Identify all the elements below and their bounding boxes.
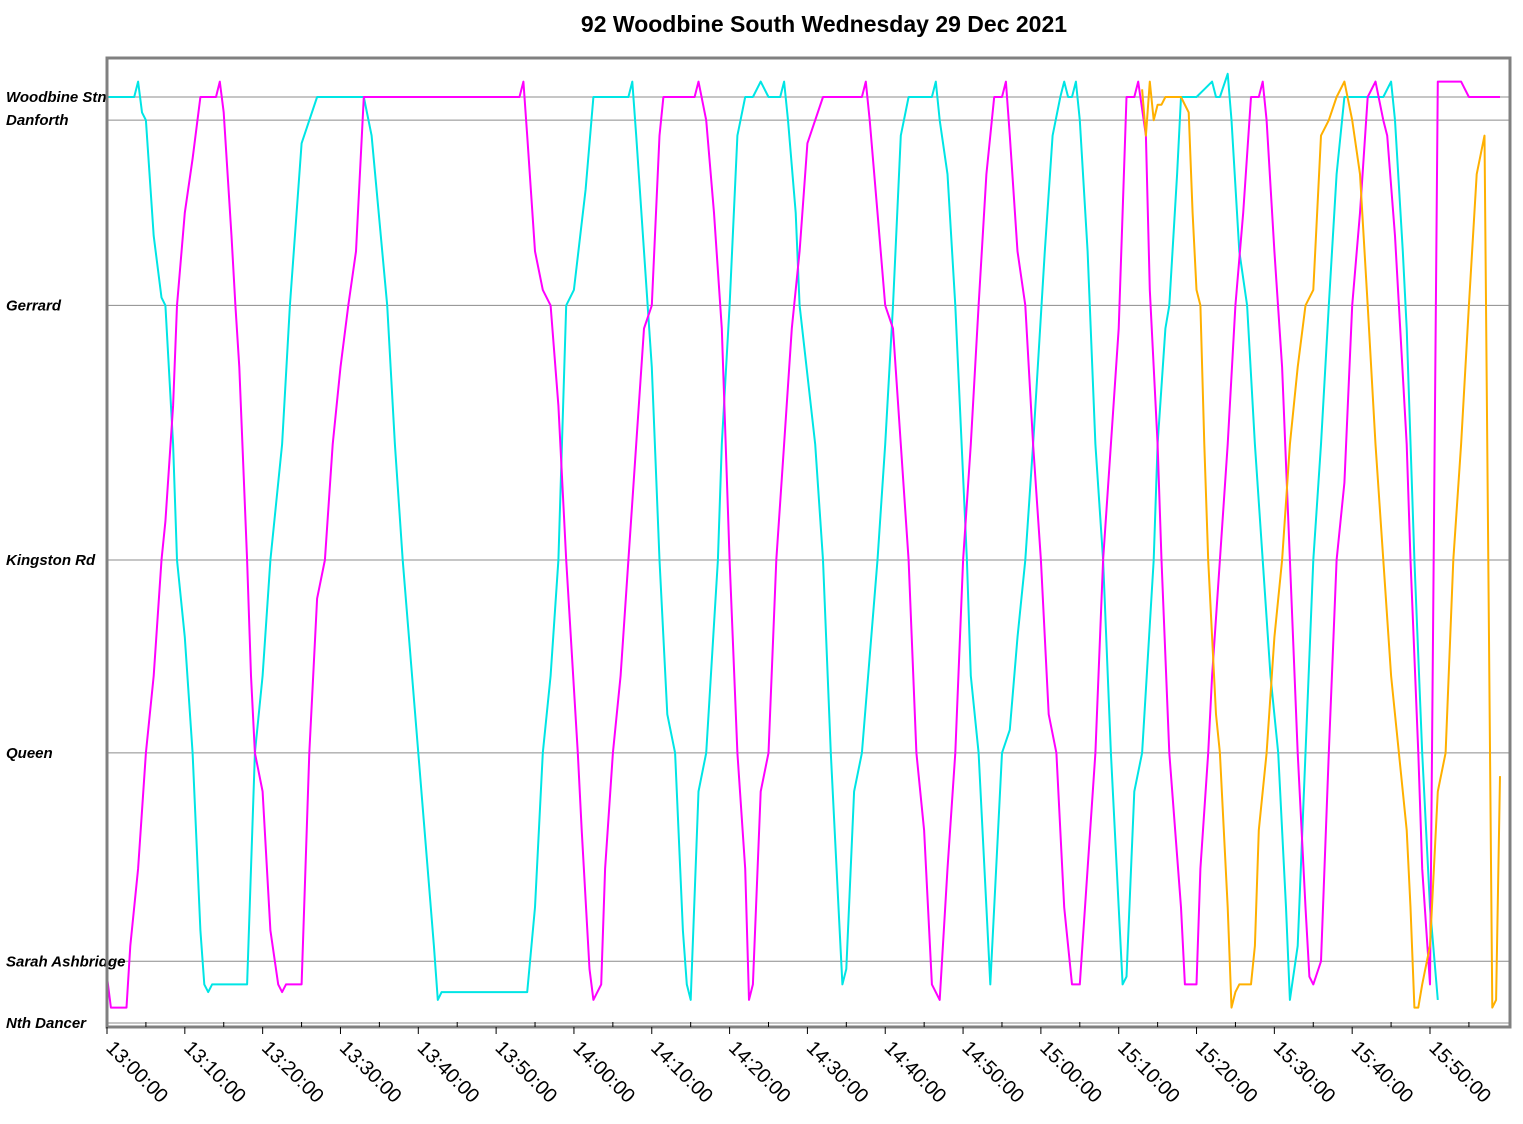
series-line-1 — [107, 72, 1439, 1001]
x-tick-label: 15:20:00 — [1191, 1037, 1262, 1108]
stop-labels: Woodbine Stn Danforth Gerrard Kingston Rd Qu… — [6, 89, 125, 1032]
x-tick-label: 14:10:00 — [646, 1037, 717, 1108]
x-tick-label: 13:20:00 — [257, 1037, 328, 1108]
stop-label: Danforth — [6, 112, 69, 129]
x-tick-label: 13:40:00 — [413, 1037, 484, 1108]
series-line-3 — [1141, 80, 1501, 1009]
stop-label: Woodbine Stn — [6, 89, 107, 106]
x-tick-label: 13:30:00 — [335, 1037, 406, 1108]
stop-label: Gerrard — [6, 297, 62, 314]
stop-label: Sarah Ashbridge — [6, 953, 125, 970]
x-tick-label: 15:40:00 — [1347, 1037, 1418, 1108]
time-axis: 13:00:00 13:10:00 13:20:00 13:30:00 13:40:00… — [101, 1022, 1495, 1108]
series-lines — [106, 72, 1501, 1009]
chart-title: 92 Woodbine South Wednesday 29 Dec 2021 — [581, 11, 1067, 37]
x-tick-label: 14:50:00 — [958, 1037, 1029, 1108]
x-tick-label: 15:50:00 — [1424, 1037, 1495, 1108]
x-tick-label: 13:10:00 — [179, 1037, 250, 1108]
x-tick-label: 14:20:00 — [724, 1037, 795, 1108]
x-tick-label: 14:00:00 — [568, 1037, 639, 1108]
x-tick-label: 15:00:00 — [1035, 1037, 1106, 1108]
stop-gridlines — [107, 96, 1510, 1024]
x-tick-label: 14:30:00 — [802, 1037, 873, 1108]
x-tick-label: 13:50:00 — [491, 1037, 562, 1108]
stop-label: Kingston Rd — [6, 552, 96, 569]
series-line-2 — [106, 80, 1500, 1009]
x-tick-label: 14:40:00 — [880, 1037, 951, 1108]
x-tick-label: 13:00:00 — [101, 1037, 172, 1108]
x-tick-label: 15:30:00 — [1269, 1037, 1340, 1108]
stop-label: Nth Dancer — [6, 1015, 87, 1032]
plot-frame — [105, 56, 1512, 1029]
x-tick-label: 15:10:00 — [1113, 1037, 1184, 1108]
stop-label: Queen — [6, 745, 53, 762]
